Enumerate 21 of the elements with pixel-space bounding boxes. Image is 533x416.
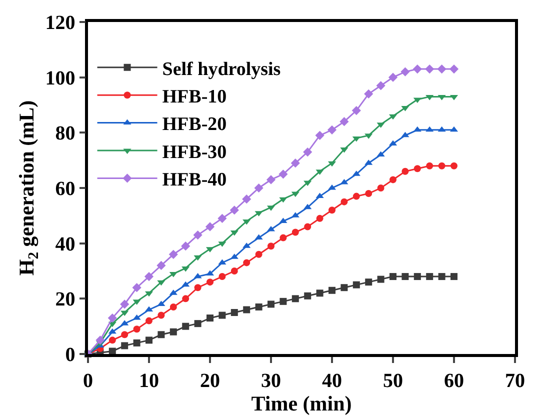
y-tick-label: 20 [55, 288, 76, 311]
y-tick-label: 100 [45, 67, 76, 90]
y-tick-label: 0 [65, 344, 76, 366]
y-tick-label: 120 [45, 12, 76, 34]
x-tick-label: 20 [200, 370, 220, 392]
legend-label: HFB-30 [162, 142, 227, 163]
y-tick-label: 80 [55, 122, 76, 145]
legend-label: HFB-40 [162, 170, 227, 191]
x-tick-label: 50 [383, 370, 403, 392]
y-tick-label: 40 [55, 233, 76, 256]
x-axis-title: Time (min) [251, 392, 352, 416]
x-tick-label: 0 [83, 370, 93, 392]
legend-label: Self hydrolysis [162, 58, 281, 80]
x-tick-label: 10 [139, 370, 159, 392]
x-tick-label: 40 [322, 370, 342, 392]
legend-label: HFB-10 [162, 86, 227, 108]
x-tick-label: 70 [505, 370, 525, 392]
x-tick-label: 60 [444, 370, 464, 392]
legend-label: HFB-20 [162, 114, 227, 136]
y-tick-label: 60 [55, 178, 76, 200]
x-tick-label: 30 [261, 370, 281, 392]
